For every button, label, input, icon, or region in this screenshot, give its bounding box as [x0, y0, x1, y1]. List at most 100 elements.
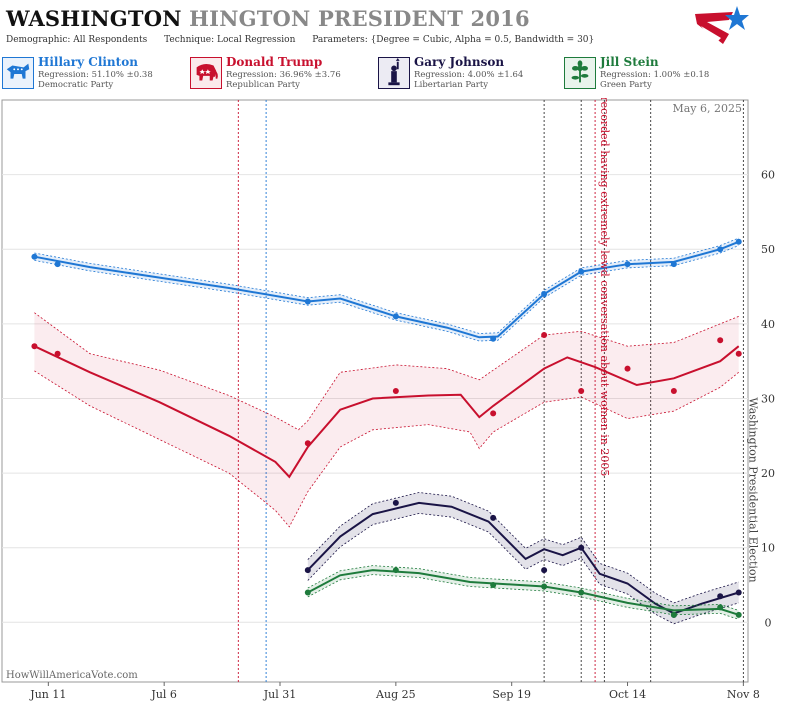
series-donald-trump: [31, 312, 742, 528]
upper-bound-line: [307, 565, 739, 611]
poll-point: [735, 611, 742, 618]
candidate-name: Jill Stein: [600, 55, 659, 69]
poll-point: [304, 589, 311, 596]
candidate-card-clinton: Hillary Clinton Regression: 51.10% ±0.38…: [0, 55, 185, 93]
parameters-text: Parameters: {Degree = Cubic, Alpha = 0.5…: [312, 35, 595, 45]
poll-point: [717, 246, 724, 253]
series-gary-johnson: [304, 492, 742, 625]
chart-area: 0 10 20 30 40 50 60 Jun 11 Jul 6 Jul 31 Aug 25 Sep …: [0, 56, 789, 704]
y-tick-label: 30: [761, 392, 775, 405]
series-jill-stein: [304, 565, 742, 620]
poll-point: [31, 343, 38, 350]
poll-point: [541, 567, 548, 574]
candidate-legend: Hillary Clinton Regression: 51.10% ±0.38…: [0, 55, 789, 93]
poll-point: [490, 514, 497, 521]
poll-point: [735, 589, 742, 596]
candidate-card-johnson: Gary Johnson Regression: 4.00% ±1.64 Lib…: [376, 55, 561, 93]
date-label: May 6, 2025: [672, 102, 742, 115]
confidence-band: [307, 492, 739, 624]
upper-bound-line: [34, 237, 739, 334]
poll-point: [304, 567, 311, 574]
poll-point: [304, 298, 311, 305]
candidate-party: Republican Party: [226, 80, 300, 90]
poll-point: [578, 268, 585, 275]
upper-bound-line: [34, 312, 739, 431]
page-title: WASHINGTON HINGTON PRESIDENT 2016: [6, 6, 530, 31]
poll-point: [490, 582, 497, 588]
x-tick-label: Jul 31: [263, 688, 297, 701]
series-hillary-clinton: [31, 237, 742, 342]
trend-line: [33, 345, 740, 479]
y-tick-label: 50: [761, 243, 775, 256]
demographic-text: Demographic: All Respondents: [6, 35, 148, 45]
candidate-name: Gary Johnson: [414, 55, 505, 69]
technique-text: Technique: Local Regression: [164, 35, 296, 45]
lower-bound-line: [307, 512, 739, 625]
lower-bound-line: [34, 370, 739, 528]
y-tick-label: 10: [761, 542, 775, 555]
trend-line: [34, 240, 740, 339]
plot-frame: [1, 99, 749, 683]
annotation-label: Trump recorded having extremely lewd con…: [598, 98, 611, 476]
candidate-regression: Regression: 1.00% ±0.18: [600, 70, 710, 80]
candidate-regression: Regression: 4.00% ±1.64: [414, 70, 524, 80]
candidate-party: Green Party: [600, 80, 652, 90]
poll-point: [717, 337, 724, 344]
star-logo-icon: [695, 6, 749, 44]
poll-point: [578, 388, 585, 394]
poll-point: [490, 335, 497, 342]
candidate-party: Libertarian Party: [414, 80, 489, 90]
poll-point: [735, 350, 742, 357]
poll-point: [392, 567, 399, 574]
poll-point: [304, 440, 311, 447]
candidate-regression: Regression: 51.10% ±0.38: [38, 70, 153, 80]
confidence-band: [307, 565, 739, 620]
poll-point: [578, 589, 585, 596]
poll-point: [54, 261, 61, 268]
lower-bound-line: [34, 245, 739, 342]
annotation-label: Washington Presidential Election: [746, 397, 759, 582]
lower-bound-line: [307, 574, 739, 620]
poll-point: [670, 261, 677, 268]
liberty-icon: [378, 57, 410, 89]
poll-point: [717, 604, 724, 611]
confidence-band: [34, 312, 739, 527]
x-tick-label: Jul 6: [150, 688, 177, 701]
x-tick-label: Jun 11: [29, 688, 66, 701]
poll-point: [31, 253, 38, 260]
candidate-party: Democratic Party: [38, 80, 114, 90]
y-tick-label: 60: [761, 169, 775, 182]
poll-point: [717, 593, 724, 600]
title-rest: HINGTON PRESIDENT 2016: [189, 6, 530, 31]
y-tick-label: 40: [761, 318, 775, 331]
x-tick-label: Aug 25: [375, 688, 416, 701]
upper-bound-line: [307, 492, 739, 604]
poll-point: [670, 611, 677, 618]
y-tick-label: 20: [761, 467, 775, 480]
regression-chart: 0 10 20 30 40 50 60 Jun 11 Jul 6 Jul 31 Aug 25 Sep …: [1, 56, 775, 701]
candidate-card-trump: Donald Trump Regression: 36.96% ±3.76 Re…: [188, 55, 373, 93]
poll-point: [392, 499, 399, 506]
candidate-card-stein: Jill Stein Regression: 1.00% ±0.18 Green…: [562, 55, 747, 93]
poll-point: [541, 332, 548, 339]
parameters-line: Demographic: All Respondents Technique: …: [6, 35, 608, 45]
x-tick-label: Sep 19: [492, 688, 531, 701]
elephant-icon: [190, 57, 222, 89]
poll-point: [624, 365, 631, 372]
confidence-band: [34, 238, 739, 341]
flower-icon: [564, 57, 596, 89]
poll-point: [541, 583, 548, 590]
poll-point: [490, 410, 497, 417]
candidate-regression: Regression: 36.96% ±3.76: [226, 70, 341, 80]
x-tick-label: Oct 14: [609, 688, 646, 701]
poll-point: [54, 350, 61, 357]
candidate-name: Donald Trump: [226, 55, 323, 69]
x-tick-label: Nov 8: [727, 688, 760, 701]
y-tick-label: 0: [765, 616, 772, 629]
poll-point: [392, 388, 399, 394]
poll-point: [541, 291, 548, 297]
watermark: HowWillAmericaVote.com: [6, 670, 138, 681]
poll-point: [670, 388, 677, 394]
title-state: WASHINGTON: [6, 6, 182, 31]
candidate-name: Hillary Clinton: [38, 55, 138, 69]
